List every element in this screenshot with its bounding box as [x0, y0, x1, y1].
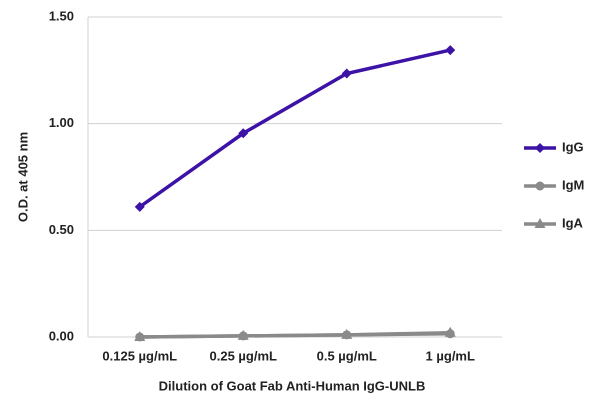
y-tick-label: 0.50 [49, 222, 74, 237]
data-point [134, 331, 146, 341]
series-line [138, 48, 451, 209]
x-tick-label: 0.5 µg/mL [317, 348, 377, 363]
data-point [445, 45, 456, 56]
x-tick-label: 1 µg/mL [426, 348, 475, 363]
y-tick-label: 1.50 [49, 8, 74, 23]
x-tick-label: 0.25 µg/mL [210, 348, 278, 363]
legend-marker [534, 218, 546, 228]
legend-label: IgM [562, 177, 584, 192]
data-point [444, 326, 456, 337]
y-tick-label: 0.00 [49, 328, 74, 343]
y-tick-label: 1.00 [49, 115, 74, 130]
data-point [238, 128, 249, 139]
legend-label: IgA [562, 215, 584, 230]
x-axis-label: Dilution of Goat Fab Anti-Human IgG-UNLB [159, 378, 426, 393]
legend-marker [535, 181, 545, 191]
legend-label: IgG [562, 139, 584, 154]
data-point [341, 68, 352, 79]
data-point [237, 329, 249, 340]
x-tick-label: 0.125 µg/mL [102, 348, 177, 363]
legend-marker [535, 143, 545, 153]
series-line [139, 330, 451, 339]
y-axis-label: O.D. at 405 nm [15, 132, 30, 222]
data-point [341, 328, 353, 339]
data-point [134, 201, 145, 212]
